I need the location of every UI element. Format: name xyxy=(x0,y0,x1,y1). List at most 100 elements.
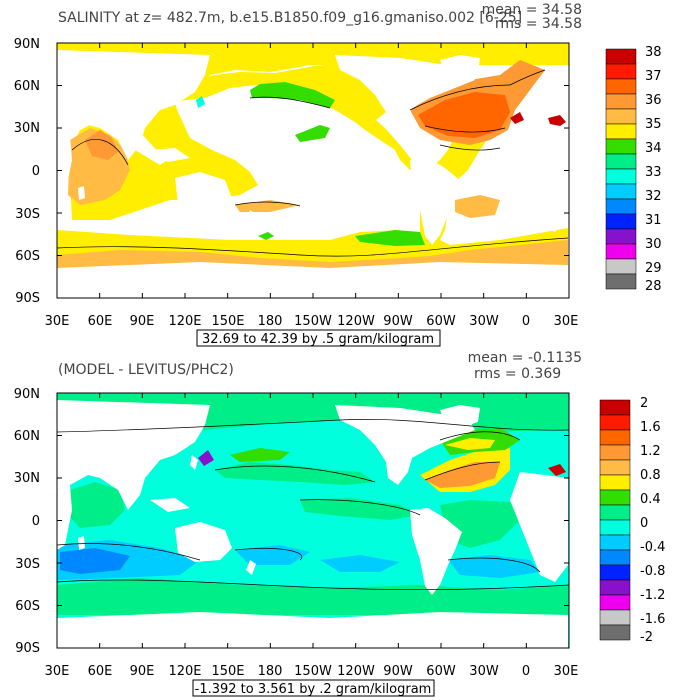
bottom-lon-label: 180 xyxy=(258,664,283,679)
bottom-lon-label: 120W xyxy=(337,664,375,679)
colorbar-swatch xyxy=(605,228,637,245)
colorbar-swatch xyxy=(599,609,631,626)
top-land-africa xyxy=(57,135,72,200)
top-land-greenland xyxy=(440,55,480,78)
bottom-cb-label: -1.2 xyxy=(640,588,665,603)
bottom-map xyxy=(57,393,569,648)
top-panel: SALINITY at z= 482.7m, b.e15.B1850.f09_g… xyxy=(14,2,662,347)
top-lat-label: 30S xyxy=(15,207,40,222)
top-land-indonesia xyxy=(150,148,190,162)
top-land-japan xyxy=(190,105,198,120)
top-land-namerica xyxy=(335,55,475,135)
top-mean: mean = 34.58 xyxy=(482,2,582,18)
bottom-lon-label: 150E xyxy=(211,664,244,679)
bottom-land-eurasia xyxy=(57,400,210,510)
bottom-pacific-green xyxy=(215,462,375,485)
bottom-lon-label: 120E xyxy=(168,664,201,679)
bottom-cb-label: 1.2 xyxy=(640,444,661,459)
bottom-cb-label: 0.4 xyxy=(640,492,661,507)
colorbar-swatch xyxy=(599,549,631,566)
bottom-lon-label: 60W xyxy=(426,664,456,679)
bottom-purple-japan xyxy=(198,450,214,466)
top-lon-label: 150E xyxy=(211,314,244,329)
bottom-land-indonesia xyxy=(150,498,190,512)
bottom-cb-label: -0.4 xyxy=(640,540,665,555)
bottom-title: (MODEL - LEVITUS/PHC2) xyxy=(58,362,234,378)
bottom-cb-label: -2 xyxy=(640,630,653,645)
top-lat-label: 90S xyxy=(15,291,40,306)
bottom-blue-pacific2 xyxy=(320,555,400,572)
top-lon-label: 120W xyxy=(337,314,375,329)
bottom-land-samerica xyxy=(410,508,462,595)
top-cb-label: 32 xyxy=(645,189,662,204)
top-land-antarctica xyxy=(57,262,568,298)
top-lon-label: 30W xyxy=(469,314,499,329)
colorbar-swatch xyxy=(605,273,637,290)
bottom-colorbar-labels: 2 1.6 1.2 0.8 0.4 0 -0.4 -0.8 -1.2 -1.6 … xyxy=(640,396,665,645)
bottom-contours xyxy=(57,419,569,591)
colorbar-swatch xyxy=(599,624,631,641)
bottom-land-namerica xyxy=(335,405,475,485)
bottom-lon-label: 60E xyxy=(88,664,113,679)
top-cb-label: 29 xyxy=(645,261,662,276)
top-lon-label: 0 xyxy=(522,314,530,329)
colorbar-swatch xyxy=(599,579,631,596)
top-range-box xyxy=(196,329,441,347)
top-rms: rms = 34.58 xyxy=(495,16,582,32)
colorbar-swatch xyxy=(599,414,631,431)
bottom-cb-label: 2 xyxy=(640,396,648,411)
bottom-cb-label: 1.6 xyxy=(640,420,661,435)
top-green-streak xyxy=(295,125,330,142)
bottom-range-text: -1.392 to 3.561 by .2 gram/kilogram xyxy=(195,682,432,697)
top-lat-labels: 90N 60N 30N 0 30S 60S 90S xyxy=(14,37,40,306)
top-land xyxy=(57,50,568,298)
colorbar-swatch xyxy=(599,564,631,581)
top-ticks xyxy=(56,42,570,299)
colorbar-swatch xyxy=(599,504,631,521)
bottom-lon-label: 0 xyxy=(522,664,530,679)
bottom-lat-label: 90S xyxy=(15,641,40,656)
bottom-land-africa2 xyxy=(510,472,568,582)
colorbar-swatch xyxy=(605,198,637,215)
top-lon-label: 90W xyxy=(383,314,413,329)
top-land-australia xyxy=(175,172,232,212)
top-red-med xyxy=(548,115,566,126)
bottom-lon-label: 30E xyxy=(554,664,579,679)
bottom-blue-pacific xyxy=(235,545,310,565)
top-lon-label: 90E xyxy=(130,314,155,329)
bottom-cb-label: 0 xyxy=(640,516,648,531)
colorbar-swatch xyxy=(599,474,631,491)
top-arabian-orange xyxy=(85,130,118,160)
colorbar-swatch xyxy=(599,459,631,476)
bottom-blue-dark xyxy=(60,548,130,574)
bottom-atlantic-yellow2 xyxy=(445,438,495,450)
bottom-lon-labels: 30E 60E 90E 120E 150E 180 150W 120W 90W … xyxy=(45,664,579,679)
top-lon-labels: 30E 60E 90E 120E 150E 180 150W 120W 90W … xyxy=(45,314,579,329)
top-range-text: 32.69 to 42.39 by .5 gram/kilogram xyxy=(202,332,434,347)
top-cb-label: 31 xyxy=(645,213,662,228)
colorbar-swatch xyxy=(605,108,637,125)
colorbar-swatch xyxy=(605,93,637,110)
top-land-samerica xyxy=(410,158,462,245)
bottom-land-madagascar xyxy=(78,536,85,550)
top-green-north xyxy=(250,82,335,108)
top-lon-label: 150W xyxy=(294,314,332,329)
bottom-lat-label: 30S xyxy=(15,557,40,572)
top-atlantic-south-orange xyxy=(455,195,500,218)
top-lon-label: 120E xyxy=(168,314,201,329)
colorbar-swatch xyxy=(605,258,637,275)
top-title: SALINITY at z= 482.7m, b.e15.B1850.f09_g… xyxy=(58,10,522,26)
top-map xyxy=(57,43,569,298)
top-lon-label: 30E xyxy=(45,314,70,329)
top-lat-label: 0 xyxy=(32,164,40,179)
bottom-pacific-bright-green xyxy=(230,448,290,462)
bottom-indian-green xyxy=(68,482,125,528)
top-cb-label: 30 xyxy=(645,237,662,252)
bottom-land-africa xyxy=(57,485,72,550)
bottom-panel: (MODEL - LEVITUS/PHC2) mean = -0.1135 rm… xyxy=(14,350,666,697)
top-lon-label: 60W xyxy=(426,314,456,329)
bottom-red-med xyxy=(548,464,566,476)
colorbar-swatch xyxy=(605,213,637,230)
bottom-lat-label: 90N xyxy=(14,387,40,402)
colorbar-swatch xyxy=(599,534,631,551)
